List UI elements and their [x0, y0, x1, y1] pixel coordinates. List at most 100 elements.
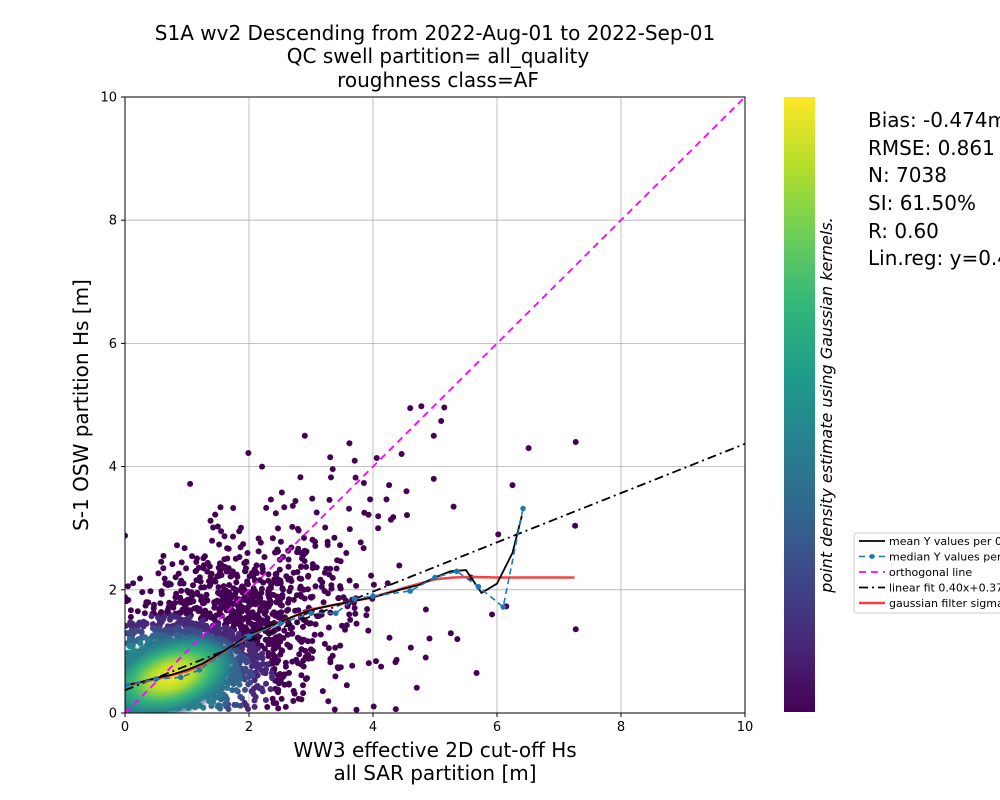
y-tick-label: 10: [100, 91, 117, 106]
density-point: [210, 524, 217, 531]
series-line-4: [125, 442, 745, 692]
scatter-point: [430, 432, 437, 439]
scatter-point: [386, 482, 393, 489]
plot-area: 0 2 4 6 8 10 0 2 4 6 8 10: [100, 91, 754, 736]
density-point: [386, 634, 393, 641]
density-point: [236, 528, 243, 535]
scatter-point: [403, 488, 410, 495]
density-point: [303, 563, 310, 570]
scatter-point: [160, 552, 167, 559]
density-point: [287, 625, 294, 632]
density-point: [265, 641, 272, 648]
density-point: [422, 606, 429, 613]
density-point: [334, 664, 341, 671]
median-marker: [196, 667, 203, 673]
density-point: [293, 592, 300, 599]
scatter-point: [418, 403, 425, 410]
colorbar: point density estimate using Gaussian ke…: [784, 97, 836, 712]
density-point: [235, 603, 242, 610]
density-point: [160, 565, 167, 572]
density-point: [295, 695, 302, 702]
density-point: [282, 663, 289, 670]
density-point: [301, 558, 308, 564]
scatter-point: [259, 463, 266, 470]
density-point: [157, 600, 164, 607]
density-point: [276, 566, 283, 573]
density-point: [283, 607, 290, 614]
density-point: [281, 681, 288, 688]
density-point: [321, 640, 328, 647]
density-point: [312, 543, 319, 549]
y-tick-label: 6: [109, 337, 117, 352]
density-point: [343, 682, 350, 689]
density-point: [262, 697, 269, 703]
density-point: [277, 651, 284, 658]
title-line-1: S1A wv2 Descending from 2022-Aug-01 to 2…: [155, 21, 715, 45]
density-point: [331, 706, 338, 713]
density-point: [329, 574, 336, 581]
density-point: [378, 663, 385, 670]
density-point: [347, 616, 354, 623]
density-point: [332, 673, 339, 680]
density-point: [206, 563, 213, 570]
scatter-point: [309, 495, 316, 502]
scatter-point: [407, 405, 414, 412]
density-point: [333, 565, 340, 572]
x-tick-label: 4: [369, 720, 377, 735]
scatter-point: [572, 626, 579, 633]
y-tick-label: 4: [109, 460, 117, 475]
density-point: [214, 523, 221, 530]
density-point: [413, 684, 420, 691]
x-tick-label: 10: [737, 720, 754, 735]
density-point: [172, 594, 179, 601]
density-point: [269, 535, 276, 542]
density-point: [142, 602, 149, 609]
density-point: [298, 593, 305, 600]
density-point: [199, 609, 206, 616]
density-point: [325, 698, 332, 705]
density-point: [263, 504, 270, 511]
density-point: [140, 623, 147, 630]
density-point: [289, 658, 296, 665]
density-point: [226, 582, 233, 588]
scatter-point: [422, 654, 429, 661]
density-point: [272, 549, 278, 556]
density-point: [334, 557, 341, 564]
density-point: [233, 611, 240, 618]
legend-label: gaussian filter sigma=2: [889, 597, 1000, 610]
stat-r: R: 0.60: [868, 219, 939, 243]
stat-si: SI: 61.50%: [868, 191, 976, 215]
stat-bias: Bias: -0.474m: [868, 108, 1000, 132]
density-point: [183, 565, 190, 572]
density-point: [300, 690, 307, 697]
density-point: [248, 688, 255, 695]
density-point: [325, 645, 332, 652]
density-point: [337, 542, 344, 549]
density-point: [165, 582, 171, 589]
density-point: [384, 580, 391, 587]
density-point: [373, 658, 379, 665]
scatter-point: [329, 466, 336, 473]
density-point: [148, 613, 155, 620]
scatter-point: [489, 611, 496, 618]
median-marker: [246, 633, 252, 639]
density-point: [275, 672, 281, 679]
density-point: [326, 496, 333, 503]
density-point: [275, 525, 281, 532]
legend: mean Y values per 0.25m bin median Y valu…: [853, 532, 1000, 614]
density-point: [222, 700, 229, 707]
density-point: [360, 545, 367, 552]
density-point: [181, 545, 188, 552]
density-point: [141, 610, 148, 617]
density-point: [322, 524, 329, 531]
density-point: [301, 534, 307, 541]
stat-n: N: 7038: [868, 163, 947, 187]
y-tick-label: 0: [109, 707, 117, 722]
scatter-point: [245, 450, 252, 457]
density-point: [281, 504, 288, 511]
density-point: [257, 539, 264, 546]
density-point: [267, 686, 274, 693]
scatter-point: [473, 669, 480, 676]
density-point: [328, 585, 335, 592]
density-point: [370, 703, 377, 710]
